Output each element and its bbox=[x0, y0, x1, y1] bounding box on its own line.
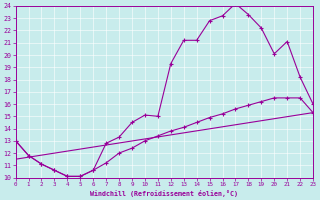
X-axis label: Windchill (Refroidissement éolien,°C): Windchill (Refroidissement éolien,°C) bbox=[90, 190, 238, 197]
